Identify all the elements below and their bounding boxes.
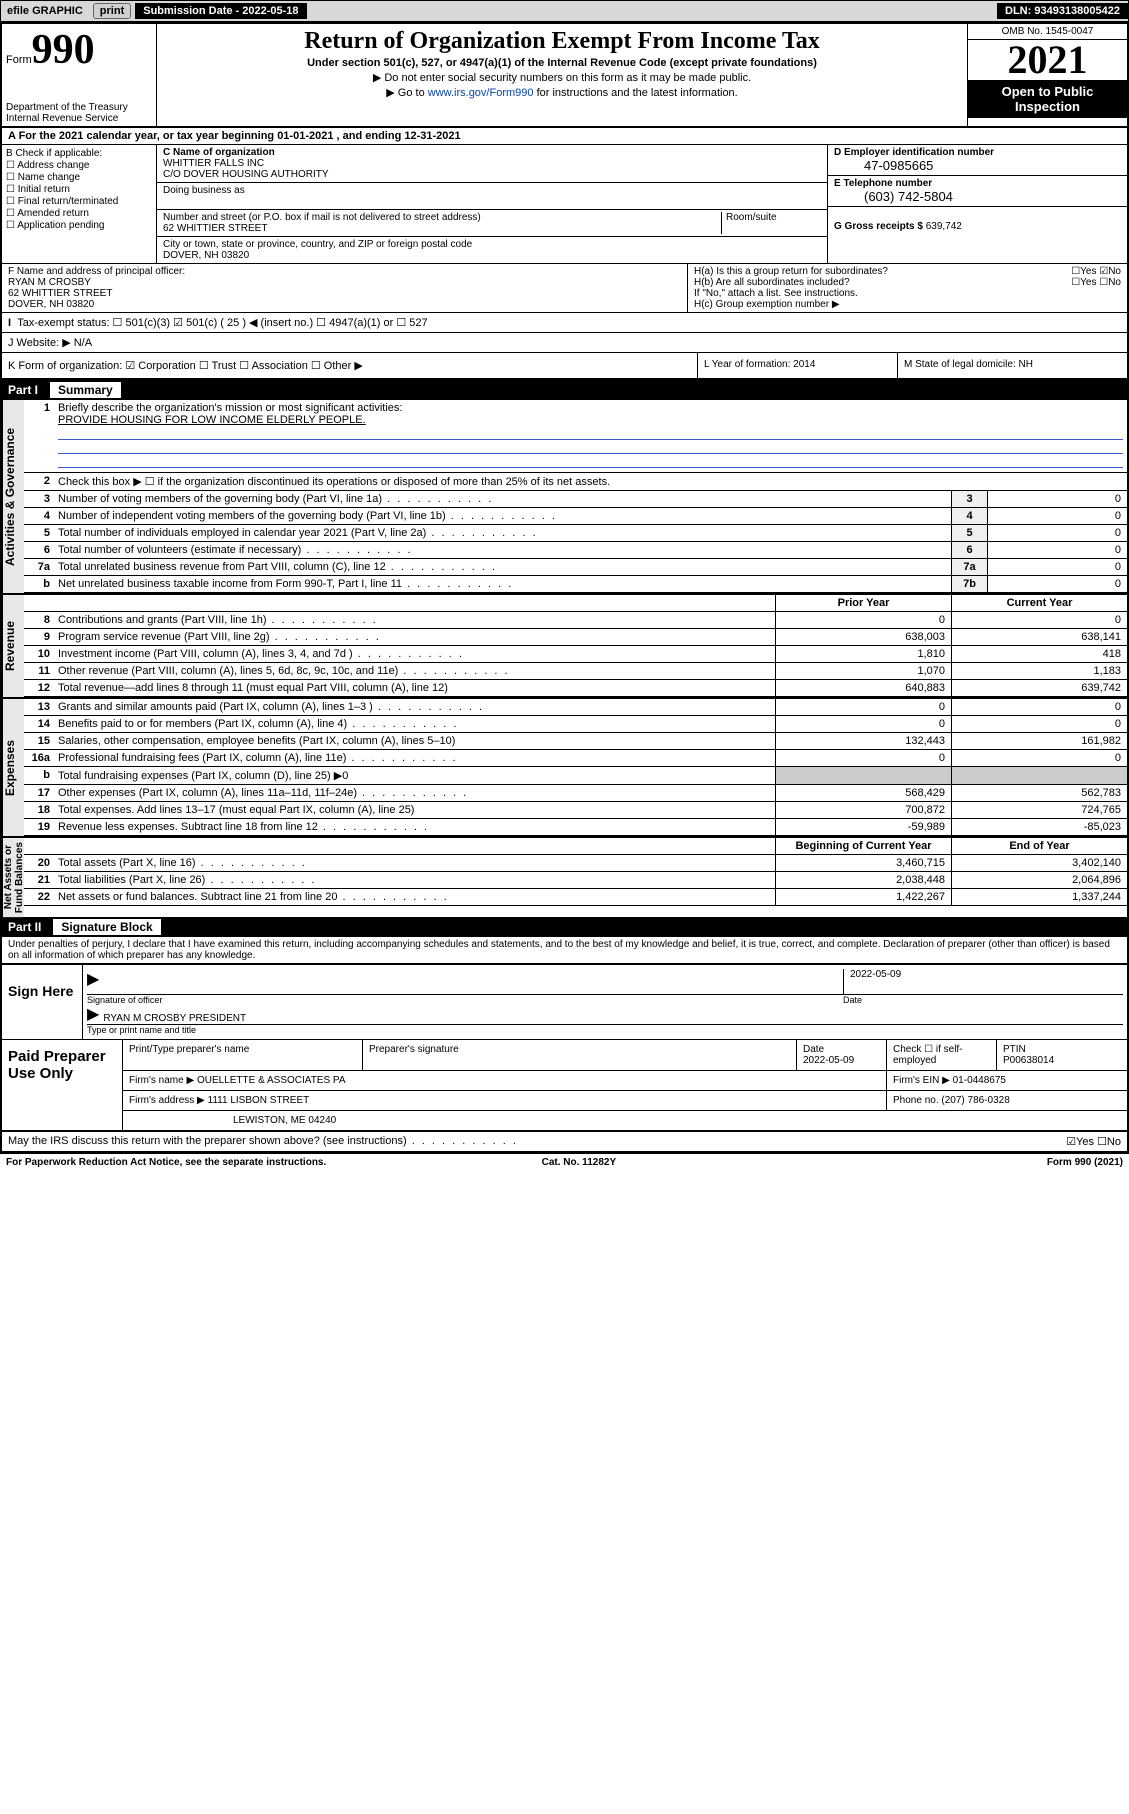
form-note1: ▶ Do not enter social security numbers o…: [165, 71, 959, 84]
ptin: P00638014: [1003, 1055, 1054, 1066]
form-note2: ▶ Go to www.irs.gov/Form990 for instruct…: [165, 86, 959, 99]
chk-address-change[interactable]: Address change: [6, 160, 152, 171]
discuss-answer: ☑Yes ☐No: [1066, 1135, 1121, 1148]
ha-answer: ☐Yes ☑No: [1071, 266, 1121, 277]
row-a-taxyear: A For the 2021 calendar year, or tax yea…: [2, 128, 1127, 145]
col-c-orginfo: C Name of organization WHITTIER FALLS IN…: [157, 145, 827, 263]
chk-application-pending[interactable]: Application pending: [6, 220, 152, 231]
firm-phone: (207) 786-0328: [941, 1095, 1009, 1106]
form-number-block: Form990: [6, 26, 152, 74]
org-name: WHITTIER FALLS INC: [163, 158, 264, 169]
col-b-checkboxes: B Check if applicable: Address change Na…: [2, 145, 157, 263]
part1-header: Part I Summary: [2, 380, 1127, 400]
perjury-declaration: Under penalties of perjury, I declare th…: [2, 937, 1127, 963]
form-header: Form990 Department of the Treasury Inter…: [2, 24, 1127, 128]
firm-name: OUELLETTE & ASSOCIATES PA: [197, 1075, 346, 1086]
sign-date: 2022-05-09: [843, 969, 1123, 994]
submission-date: Submission Date - 2022-05-18: [135, 3, 306, 19]
chk-name-change[interactable]: Name change: [6, 172, 152, 183]
top-toolbar: efile GRAPHIC print Submission Date - 20…: [0, 0, 1129, 22]
firm-ein: 01-0448675: [953, 1075, 1006, 1086]
print-button[interactable]: print: [93, 3, 131, 19]
form-subtitle: Under section 501(c), 527, or 4947(a)(1)…: [165, 57, 959, 69]
paid-preparer-block: Paid Preparer Use Only Print/Type prepar…: [2, 1040, 1127, 1132]
form-990-frame: Form990 Department of the Treasury Inter…: [0, 22, 1129, 1154]
form-title: Return of Organization Exempt From Incom…: [165, 28, 959, 55]
chk-initial-return[interactable]: Initial return: [6, 184, 152, 195]
org-care-of: C/O DOVER HOUSING AUTHORITY: [163, 169, 329, 180]
row-i-tax-exempt: I Tax-exempt status: ☐ 501(c)(3) ☑ 501(c…: [2, 313, 1127, 333]
sign-here-block: Sign Here 2022-05-09 Signature of office…: [2, 963, 1127, 1040]
vtab-governance: Activities & Governance: [2, 400, 24, 593]
row-f-h: F Name and address of principal officer:…: [2, 264, 1127, 313]
chk-final-return[interactable]: Final return/terminated: [6, 196, 152, 207]
dln-label: DLN: 93493138005422: [997, 3, 1128, 19]
phone-value: (603) 742-5804: [834, 189, 1121, 204]
block-b-c-d-e: B Check if applicable: Address change Na…: [2, 145, 1127, 264]
officer-name: RYAN M CROSBY: [8, 277, 91, 288]
part2-header: Part II Signature Block: [2, 917, 1127, 937]
vtab-revenue: Revenue: [2, 595, 24, 697]
org-city: DOVER, NH 03820: [163, 250, 249, 261]
efile-label: efile GRAPHIC: [1, 3, 89, 19]
tax-year: 2021: [968, 40, 1127, 80]
page-footer: For Paperwork Reduction Act Notice, see …: [0, 1154, 1129, 1171]
discuss-row: May the IRS discuss this return with the…: [2, 1132, 1127, 1152]
vtab-expenses: Expenses: [2, 699, 24, 836]
gross-receipts: 639,742: [926, 221, 962, 232]
form990-link[interactable]: www.irs.gov/Form990: [428, 87, 534, 99]
chk-amended-return[interactable]: Amended return: [6, 208, 152, 219]
col-d-e-g: D Employer identification number 47-0985…: [827, 145, 1127, 263]
mission-text: PROVIDE HOUSING FOR LOW INCOME ELDERLY P…: [58, 414, 366, 426]
row-j-website: J Website: ▶ N/A: [2, 333, 1127, 353]
dept-label: Department of the Treasury Internal Reve…: [6, 102, 152, 124]
ein-value: 47-0985665: [834, 158, 1121, 173]
hb-answer: ☐Yes ☐No: [1071, 277, 1121, 288]
open-public-label: Open to Public Inspection: [968, 80, 1127, 118]
vtab-netassets: Net Assets or Fund Balances: [2, 838, 24, 917]
org-street: 62 WHITTIER STREET: [163, 223, 267, 234]
officer-name-title: RYAN M CROSBY PRESIDENT: [103, 1013, 1123, 1024]
row-k-l-m: K Form of organization: ☑ Corporation ☐ …: [2, 353, 1127, 380]
